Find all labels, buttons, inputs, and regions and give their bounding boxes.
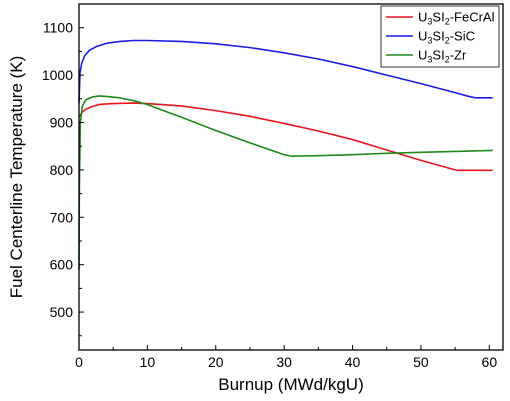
legend-label-2: U3SI2-Zr (418, 48, 467, 65)
x-tick-label: 30 (276, 354, 292, 370)
y-tick-label: 700 (50, 209, 74, 225)
y-axis-title: Fuel Centerline Temperature (K) (7, 56, 26, 299)
x-tick-label: 60 (482, 354, 498, 370)
y-tick-label: 1000 (42, 67, 73, 83)
y-axis-tick-labels: 500 600 700 800 900 1000 1100 (42, 20, 73, 320)
x-tick-label: 50 (413, 354, 429, 370)
y-tick-label: 1100 (43, 20, 73, 36)
y-tick-label: 800 (50, 162, 74, 178)
series-line-0 (78, 102, 493, 172)
x-axis-tick-labels: 0 10 20 30 40 50 60 (75, 354, 497, 370)
legend-label-0: U3SI2-FeCrAl (418, 10, 495, 27)
legend: U3SI2-FeCrAl U3SI2-SiC U3SI2-Zr (380, 5, 500, 68)
y-tick-label: 900 (50, 114, 74, 130)
x-tick-label: 20 (208, 354, 224, 370)
y-tick-label: 600 (50, 257, 74, 273)
series-lines (78, 39, 493, 270)
legend-label-1: U3SI2-SiC (418, 29, 475, 46)
x-axis-title: Burnup (MWd/kgU) (218, 375, 363, 394)
x-tick-label: 10 (140, 354, 156, 370)
series-line-2 (78, 95, 493, 270)
x-tick-label: 40 (345, 354, 361, 370)
y-tick-label: 500 (50, 304, 74, 320)
x-tick-label: 0 (75, 354, 83, 370)
axis-ticks (78, 27, 490, 350)
plot-frame (78, 3, 504, 351)
series-line-1 (78, 39, 493, 104)
